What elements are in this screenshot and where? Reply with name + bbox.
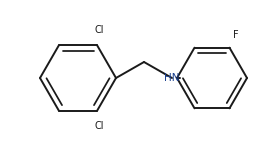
Text: F: F — [234, 30, 239, 40]
Text: HN: HN — [164, 73, 180, 83]
Text: Cl: Cl — [94, 25, 104, 35]
Text: Cl: Cl — [94, 121, 104, 131]
